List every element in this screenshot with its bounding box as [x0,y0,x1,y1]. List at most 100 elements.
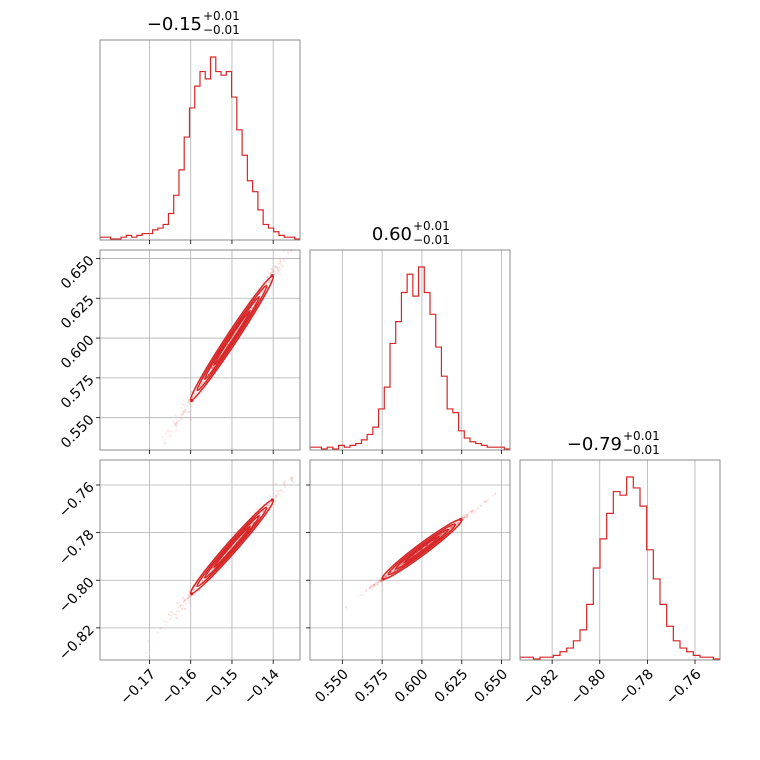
scatter-point [201,380,204,383]
x-tick-label: −0.80 [568,666,610,708]
scatter-point [159,627,162,630]
scatter-point [289,241,291,243]
scatter-point [305,228,307,230]
histogram-panel-0: −0.15 +0.01−0.01 [99,9,301,244]
scatter-point [210,367,213,370]
scatter-point [466,516,469,519]
scatter-point [448,528,451,531]
contour-level [394,528,450,570]
scatter-point [286,247,288,249]
x-tick-label: 0.550 [312,666,352,706]
scatter-point [170,617,173,620]
scatter-point [279,261,282,264]
scatter-point [188,595,191,598]
scatter-point [462,516,465,519]
scatter-point [186,400,189,403]
scatter-point [212,576,215,579]
scatter-point [379,579,382,582]
scatter-point [201,390,204,393]
scatter-point [274,265,277,268]
scatter-point [180,412,183,415]
scatter-point [282,484,285,487]
scatter-point [187,593,190,596]
panel-title-value: −0.79 [567,434,622,455]
scatter-point [201,381,204,384]
scatter-point [250,306,253,309]
scatter-point [217,374,220,377]
scatter-point [487,498,490,501]
scatter-point [192,396,195,399]
scatter-point [174,616,177,619]
scatter-point [266,503,269,506]
scatter-point [205,386,208,389]
scatter-point [462,518,465,521]
scatter-point [266,504,269,507]
scatter-panel-2-1: 0.550 0.575 0.600 0.625 0.650 [306,459,512,706]
x-tick-label: 0.650 [472,666,512,706]
scatter-point [483,500,486,503]
scatter-point [277,490,280,493]
scatter-point [184,608,187,611]
scatter-point [278,268,281,271]
scatter-point [277,271,280,274]
scatter-point [279,273,282,276]
scatter-point [267,295,270,298]
scatter-point [259,293,262,296]
scatter-point [284,485,287,488]
scatter-point [457,521,460,524]
scatter-point [166,429,169,432]
scatter-point [281,264,284,267]
scatter-point [180,607,183,610]
scatter-point [147,640,150,643]
scatter-point [269,272,272,275]
scatter-point [211,366,214,369]
scatter-point [252,521,255,524]
scatter-point [282,481,285,484]
y-tick-label: 0.650 [58,253,98,293]
scatter-point [186,598,189,601]
scatter-point [252,521,255,524]
scatter-point [164,441,167,444]
scatter-point [484,500,487,503]
scatter-point [374,581,377,584]
panel-title-upper-error: +0.01 [623,429,660,443]
scatter-point [252,532,255,535]
scatter-point [463,516,466,519]
scatter-point [290,476,293,479]
scatter-point [455,520,458,523]
scatter-point [369,585,372,588]
scatter-point [456,520,459,523]
scatter-point [369,586,372,589]
scatter-point [391,569,394,572]
x-tick-label: 0.625 [432,666,472,706]
scatter-point [440,533,443,536]
scatter-point [466,515,469,518]
scatter-point [279,260,282,263]
scatter-point [491,494,494,497]
y-tick-label: −0.78 [56,527,98,569]
scatter-point [187,600,190,603]
scatter-point [201,580,204,583]
scatter-point [377,580,380,583]
scatter-point [165,620,168,623]
scatter-point [365,589,368,592]
scatter-point [262,509,265,512]
scatter-point [189,418,192,421]
scatter-point [373,583,376,586]
scatter-point [176,617,179,620]
scatter-point [274,494,277,497]
scatter-point [291,479,294,482]
scatter-point [482,500,485,503]
scatter-point [182,403,185,406]
scatter-point [184,409,187,412]
scatter-point [193,392,196,395]
scatter-point [177,606,180,609]
x-tick-label: −0.14 [241,666,283,708]
scatter-point [268,504,271,507]
scatter-point [392,569,395,572]
scatter-point [210,568,213,571]
scatter-point [279,489,282,492]
scatter-point [462,514,465,517]
